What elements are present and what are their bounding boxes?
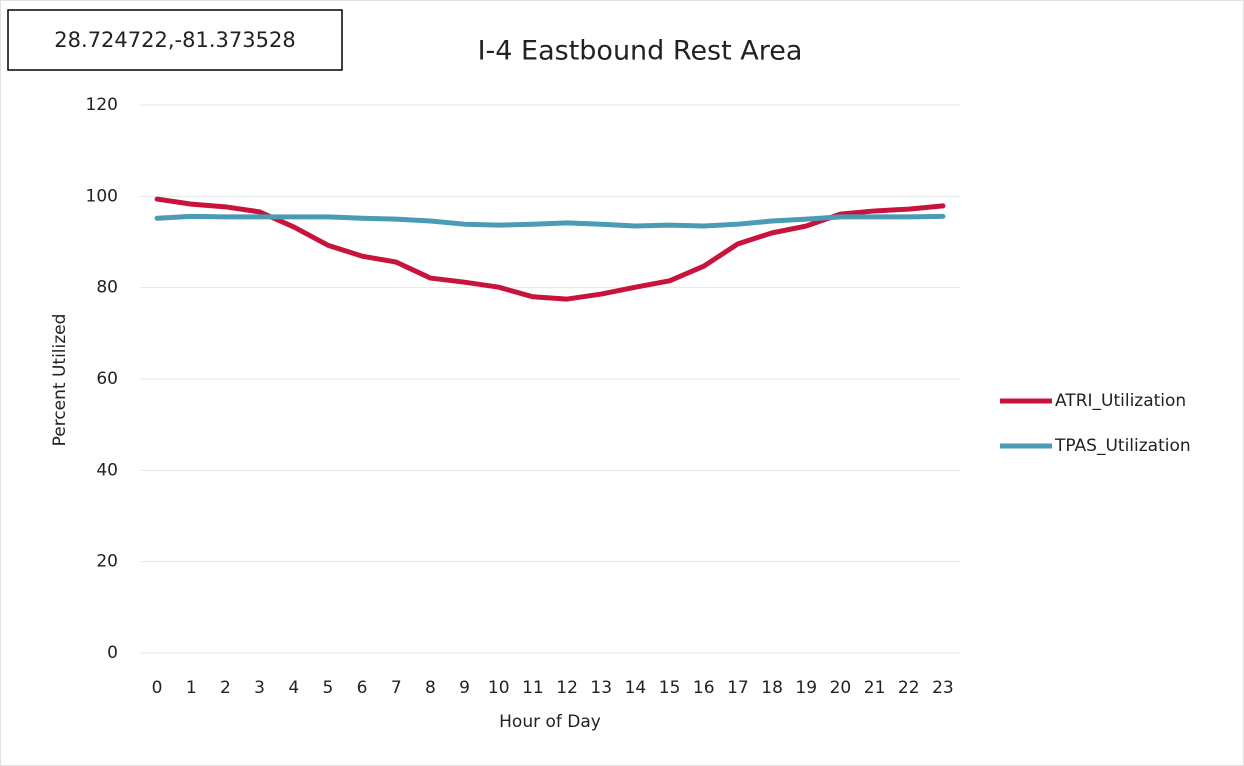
x-axis-title: Hour of Day [499, 712, 601, 732]
x-tick-label: 5 [323, 678, 334, 698]
x-tick-label: 13 [590, 678, 612, 698]
x-tick-label: 11 [522, 678, 544, 698]
x-tick-label: 14 [625, 678, 647, 698]
x-tick-label: 16 [693, 678, 715, 698]
x-tick-label: 22 [898, 678, 920, 698]
series-line [154, 196, 946, 302]
x-tick-label: 23 [932, 678, 954, 698]
x-tick-label: 15 [659, 678, 681, 698]
x-tick-label: 9 [459, 678, 470, 698]
x-tick-label: 20 [830, 678, 852, 698]
x-tick-label: 18 [761, 678, 783, 698]
x-tick-label: 6 [357, 678, 368, 698]
x-tick-label: 12 [556, 678, 578, 698]
x-tick-label: 1 [186, 678, 197, 698]
legend-label: TPAS_Utilization [1054, 436, 1191, 456]
x-tick-label: 3 [254, 678, 265, 698]
legend-label: ATRI_Utilization [1055, 391, 1186, 411]
y-tick-label: 120 [86, 95, 118, 115]
y-tick-label: 60 [96, 369, 118, 389]
x-tick-label: 0 [152, 678, 163, 698]
annotation-box [7, 9, 343, 71]
y-tick-label: 0 [107, 643, 118, 663]
x-tick-label: 17 [727, 678, 749, 698]
x-tick-label: 2 [220, 678, 231, 698]
x-tick-label: 10 [488, 678, 510, 698]
x-tick-label: 21 [864, 678, 886, 698]
x-tick-label: 8 [425, 678, 436, 698]
x-tick-label: 4 [288, 678, 299, 698]
y-tick-label: 100 [86, 186, 118, 206]
x-tick-label: 7 [391, 678, 402, 698]
series-line [154, 213, 946, 229]
annotation: 28.724722,-81.373528 [54, 28, 295, 52]
y-axis-title: Percent Utilized [50, 314, 70, 447]
chart-title: I-4 Eastbound Rest Area [478, 36, 803, 67]
y-tick-label: 40 [96, 460, 118, 480]
y-tick-label: 20 [96, 552, 118, 572]
x-tick-label: 19 [795, 678, 817, 698]
y-tick-label: 80 [96, 278, 118, 298]
